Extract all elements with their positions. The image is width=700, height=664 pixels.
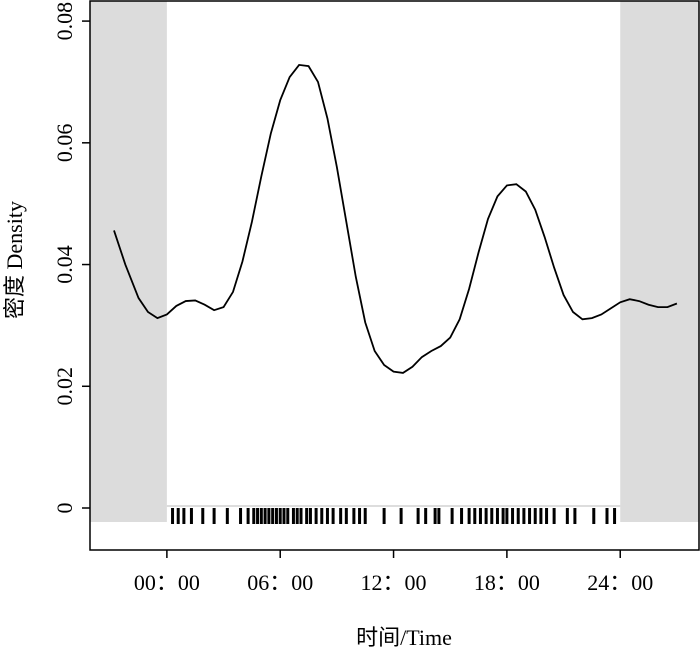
x-axis-label: 时间/Time (356, 625, 452, 650)
y-tick-label: 0 (52, 503, 77, 514)
x-tick-label: 06：00 (247, 570, 313, 595)
y-tick-label: 0.06 (52, 124, 77, 163)
y-tick-label: 0.02 (52, 367, 77, 406)
x-tick-label: 00：00 (134, 570, 200, 595)
x-tick-label: 24：00 (587, 570, 653, 595)
shaded-region (90, 1, 167, 522)
y-tick-label: 0.08 (52, 2, 77, 41)
density-line (113, 63, 678, 374)
x-tick-label: 12：00 (361, 570, 427, 595)
x-tick-label: 18：00 (474, 570, 540, 595)
y-axis-label: 密度 Density (2, 201, 27, 319)
shaded-region (620, 1, 699, 522)
plot-frame (89, 0, 700, 551)
y-tick-label: 0.04 (52, 245, 77, 284)
